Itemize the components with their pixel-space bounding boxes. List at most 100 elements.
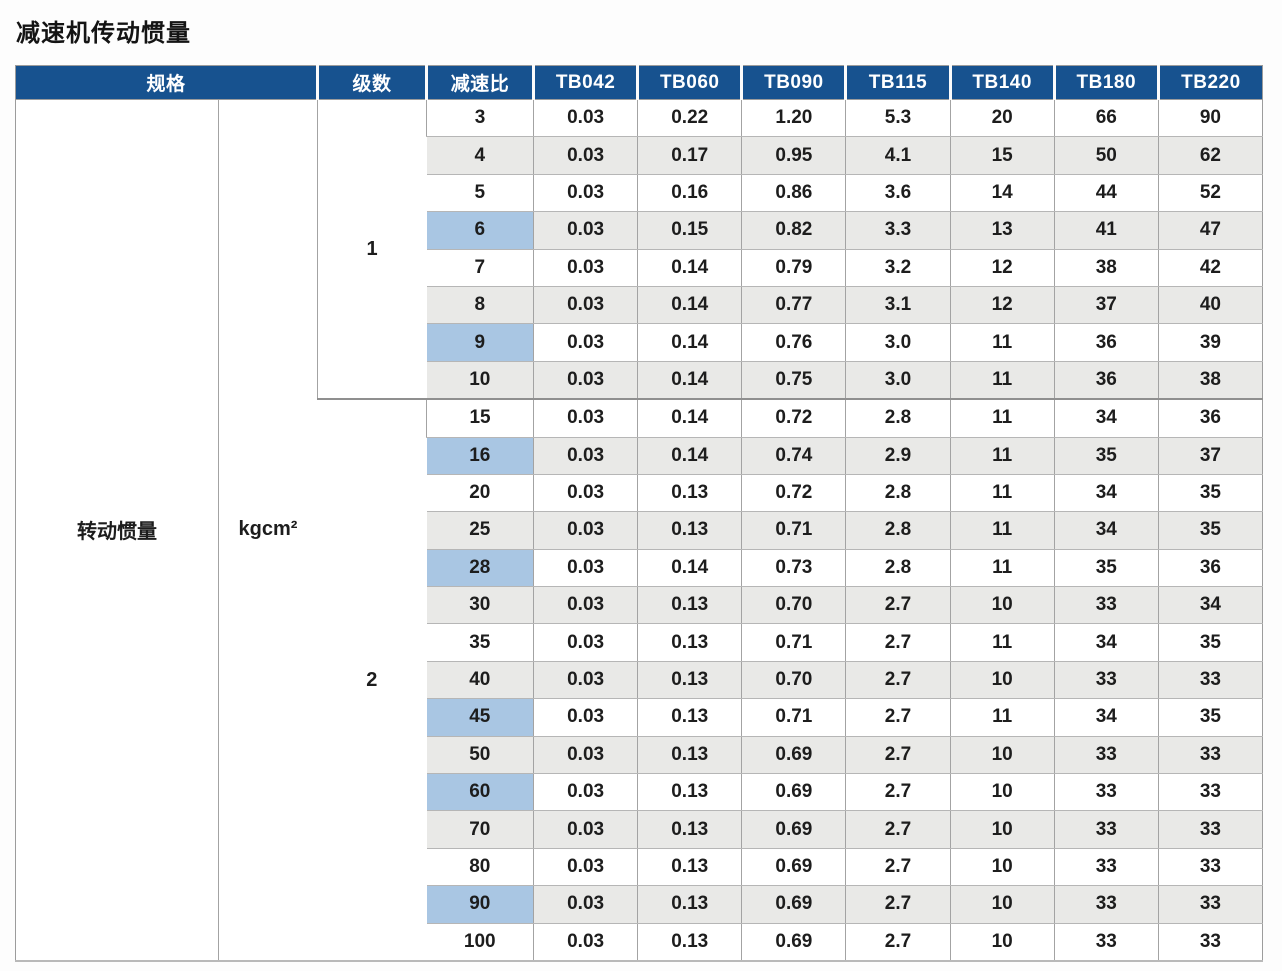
- header-model-tb180: TB180: [1052, 65, 1159, 100]
- value-cell-tb090: 0.73: [741, 549, 846, 588]
- value-cell-tb042: 0.03: [533, 136, 638, 175]
- value-cell-tb220: 36: [1157, 549, 1263, 588]
- value-cell-tb140: 15: [949, 136, 1055, 175]
- value-cell-tb140: 12: [949, 286, 1055, 325]
- value-cell-tb220: 39: [1157, 323, 1263, 362]
- table-row: 25 0.03 0.13 0.71 2.8 11 34 35: [16, 511, 1263, 550]
- ratio-cell: 40: [426, 661, 534, 700]
- value-cell-tb140: 10: [949, 773, 1055, 812]
- value-cell-tb220: 35: [1157, 474, 1263, 513]
- value-cell-tb220: 47: [1157, 211, 1263, 250]
- ratio-cell: 25: [426, 511, 534, 550]
- value-cell-tb115: 3.0: [845, 323, 951, 362]
- value-cell-tb090: 0.69: [741, 923, 846, 962]
- header-model-tb060: TB060: [636, 65, 742, 100]
- value-cell-tb140: 10: [949, 923, 1055, 962]
- value-cell-tb090: 0.75: [741, 361, 846, 400]
- table-row: 5 0.03 0.16 0.86 3.6 14 44 52: [16, 174, 1263, 213]
- value-cell-tb060: 0.22: [637, 99, 742, 138]
- table-row: 6 0.03 0.15 0.82 3.3 13 41 47: [16, 211, 1263, 250]
- value-cell-tb180: 37: [1053, 286, 1159, 325]
- value-cell-tb090: 0.95: [741, 136, 846, 175]
- spec-label-cell: 转动惯量: [15, 99, 219, 961]
- value-cell-tb140: 13: [949, 211, 1055, 250]
- value-cell-tb060: 0.13: [637, 885, 742, 924]
- table-row: 16 0.03 0.14 0.74 2.9 11 35 37: [16, 437, 1263, 475]
- value-cell-tb115: 2.7: [845, 623, 951, 662]
- table-row: 转动惯量 kgcm² 1 3 0.03 0.22 1.20 5.3 20 66 90: [15, 99, 1263, 961]
- value-cell-tb090: 0.69: [741, 773, 846, 812]
- value-cell-tb140: 11: [949, 511, 1055, 550]
- value-cell-tb140: 10: [949, 586, 1055, 625]
- table-row: 9 0.03 0.14 0.76 3.0 11 36 39: [16, 323, 1263, 362]
- page-title: 减速机传动惯量: [16, 20, 191, 47]
- value-cell-tb180: 34: [1053, 511, 1159, 550]
- value-cell-tb115: 2.8: [845, 549, 951, 588]
- ratio-cell: 8: [426, 286, 534, 325]
- value-cell-tb115: 2.7: [845, 923, 951, 962]
- value-cell-tb140: 11: [949, 361, 1055, 400]
- value-cell-tb220: 40: [1157, 286, 1263, 325]
- ratio-cell: 5: [426, 174, 534, 213]
- value-cell-tb090: 0.69: [741, 885, 846, 924]
- value-cell-tb042: 0.03: [533, 885, 638, 924]
- ratio-cell: 10: [426, 361, 534, 400]
- value-cell-tb220: 35: [1157, 623, 1263, 662]
- ratio-cell: 3: [426, 99, 534, 138]
- header-stages: 级数: [316, 65, 427, 100]
- value-cell-tb090: 0.71: [741, 623, 846, 662]
- table-row: 4 0.03 0.17 0.95 4.1 15 50 62: [16, 136, 1263, 175]
- value-cell-tb042: 0.03: [533, 474, 638, 513]
- ratio-cell: 70: [426, 810, 534, 849]
- value-cell-tb220: 35: [1157, 698, 1263, 737]
- value-cell-tb140: 11: [949, 698, 1055, 737]
- table-row: 30 0.03 0.13 0.70 2.7 10 33 34: [16, 586, 1263, 625]
- value-cell-tb140: 11: [949, 623, 1055, 662]
- stage-cell: 2: [317, 398, 427, 961]
- table-row: 28 0.03 0.14 0.73 2.8 11 35 36: [16, 549, 1263, 588]
- value-cell-tb060: 0.14: [637, 286, 742, 325]
- value-cell-tb042: 0.03: [533, 736, 638, 775]
- value-cell-tb220: 33: [1157, 848, 1263, 887]
- value-cell-tb060: 0.14: [637, 249, 742, 287]
- value-cell-tb090: 0.77: [741, 286, 846, 325]
- value-cell-tb060: 0.14: [637, 437, 742, 475]
- table-row: 2 15 0.03 0.14 0.72 2.8 11 34 36: [16, 398, 1263, 961]
- ratio-cell: 28: [426, 549, 534, 588]
- table-header: 规格 级数 减速比 TB042 TB060 TB090 TB115 TB140 TB180 TB2…: [15, 65, 1263, 100]
- value-cell-tb180: 35: [1053, 549, 1159, 588]
- value-cell-tb180: 34: [1053, 623, 1159, 662]
- value-cell-tb140: 12: [949, 249, 1055, 287]
- ratio-cell: 6: [426, 211, 534, 250]
- value-cell-tb042: 0.03: [533, 99, 638, 138]
- table-row: 90 0.03 0.13 0.69 2.7 10 33 33: [16, 885, 1263, 924]
- value-cell-tb115: 2.8: [845, 511, 951, 550]
- value-cell-tb042: 0.03: [533, 398, 638, 438]
- value-cell-tb090: 0.71: [741, 698, 846, 737]
- value-cell-tb140: 11: [949, 437, 1055, 475]
- ratio-cell: 7: [426, 249, 534, 287]
- value-cell-tb180: 41: [1053, 211, 1159, 250]
- value-cell-tb220: 33: [1157, 736, 1263, 775]
- value-cell-tb115: 2.7: [845, 773, 951, 812]
- value-cell-tb180: 33: [1053, 885, 1159, 924]
- value-cell-tb042: 0.03: [533, 286, 638, 325]
- header-row: 规格 级数 减速比 TB042 TB060 TB090 TB115 TB140 TB180 TB2…: [15, 65, 1263, 100]
- value-cell-tb140: 10: [949, 810, 1055, 849]
- table-row: 10 0.03 0.14 0.75 3.0 11 36 38: [16, 361, 1263, 400]
- value-cell-tb042: 0.03: [533, 698, 638, 737]
- value-cell-tb115: 3.3: [845, 211, 951, 250]
- value-cell-tb220: 33: [1157, 773, 1263, 812]
- value-cell-tb140: 11: [949, 474, 1055, 513]
- value-cell-tb090: 0.69: [741, 736, 846, 775]
- value-cell-tb042: 0.03: [533, 586, 638, 625]
- value-cell-tb060: 0.13: [637, 736, 742, 775]
- value-cell-tb115: 4.1: [845, 136, 951, 175]
- value-cell-tb180: 50: [1053, 136, 1159, 175]
- value-cell-tb220: 36: [1157, 398, 1263, 438]
- value-cell-tb115: 3.1: [845, 286, 951, 325]
- value-cell-tb060: 0.13: [637, 923, 742, 962]
- header-model-tb090: TB090: [740, 65, 846, 100]
- value-cell-tb060: 0.14: [637, 549, 742, 588]
- value-cell-tb060: 0.13: [637, 810, 742, 849]
